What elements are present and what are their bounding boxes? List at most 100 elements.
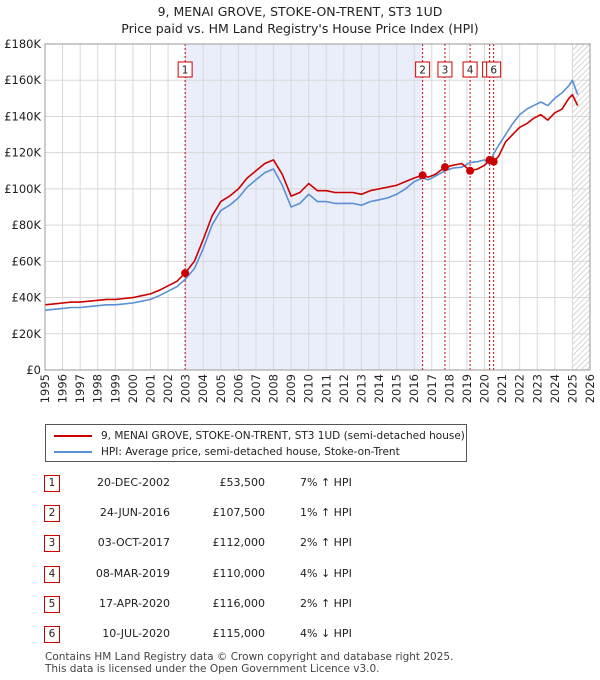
legend-item-property: 9, MENAI GROVE, STOKE-ON-TRENT, ST3 1UD …: [54, 429, 465, 443]
sale-label: 1: [177, 61, 193, 78]
x-tick-label: 1999: [108, 374, 122, 403]
x-tick-label: 2012: [337, 374, 351, 403]
legend-item-hpi: HPI: Average price, semi-detached house,…: [54, 445, 400, 459]
transaction-number: 1: [44, 475, 60, 492]
x-tick-label: 2002: [161, 374, 175, 403]
sale-label-box: [177, 61, 193, 78]
transaction-date: 03-OCT-2017: [97, 536, 170, 549]
y-tick-label: £40K: [12, 291, 42, 305]
plot-frame: [44, 43, 591, 371]
table-row: 1 20-DEC-2002 £53,500 7% ↑ HPI: [0, 473, 600, 493]
sale-point: [489, 157, 498, 166]
y-tick-label: £20K: [12, 327, 42, 341]
price-chart: 123456£0£20K£40K£60K£80K£100K£120K£140K£…: [4, 37, 597, 403]
sale-label-box: [486, 61, 502, 78]
transaction-hpi-diff: 2% ↑ HPI: [300, 536, 352, 549]
legend-label-property: 9, MENAI GROVE, STOKE-ON-TRENT, ST3 1UD …: [101, 430, 465, 442]
table-row: 4 08-MAR-2019 £110,000 4% ↓ HPI: [0, 564, 600, 584]
sale-label: 2: [415, 61, 431, 78]
x-tick-label: 2011: [319, 374, 333, 403]
transaction-hpi-diff: 1% ↑ HPI: [300, 506, 352, 519]
sale-label: 3: [437, 61, 453, 78]
x-tick-label: 2024: [548, 374, 562, 403]
x-tick-label: 2010: [302, 374, 316, 403]
sale-label-text: 6: [490, 65, 497, 77]
x-tick-label: 2014: [372, 374, 386, 403]
sale-label-box: [437, 61, 453, 78]
y-tick-label: £180K: [4, 37, 41, 51]
transaction-number: 2: [44, 505, 60, 522]
transaction-date: 17-APR-2020: [98, 597, 170, 610]
sale-label: 6: [486, 61, 502, 78]
transaction-number: 5: [44, 596, 60, 613]
y-tick-label: £0: [26, 363, 41, 377]
transaction-hpi-diff: 7% ↑ HPI: [300, 476, 352, 489]
x-tick-label: 2008: [267, 374, 281, 403]
transaction-price: £107,500: [212, 506, 266, 519]
legend-swatch-property: [54, 435, 92, 437]
x-tick-label: 2019: [460, 374, 474, 403]
sale-label-text: 2: [419, 65, 426, 77]
x-tick-label: 2020: [478, 374, 492, 403]
sale-point: [440, 163, 449, 172]
legend-label-hpi: HPI: Average price, semi-detached house,…: [101, 446, 400, 458]
sale-label-text: 3: [442, 65, 449, 77]
transaction-number: 6: [44, 626, 60, 643]
y-tick-label: £160K: [4, 73, 41, 87]
transaction-date: 24-JUN-2016: [99, 506, 170, 519]
sale-point: [418, 171, 427, 180]
x-tick-label: 2005: [214, 374, 228, 403]
y-tick-label: £100K: [4, 182, 41, 196]
transaction-hpi-diff: 4% ↓ HPI: [300, 567, 352, 580]
x-tick-label: 2009: [284, 374, 298, 403]
transaction-price: £115,000: [212, 627, 266, 640]
x-tick-label: 2026: [583, 374, 597, 403]
chart-subtitle: Price paid vs. HM Land Registry's House …: [121, 21, 479, 36]
x-tick-label: 2018: [442, 374, 456, 403]
table-row: 5 17-APR-2020 £116,000 2% ↑ HPI: [0, 594, 600, 614]
ownership-shade: [185, 44, 423, 370]
sale-label-text: 4: [467, 65, 474, 77]
transaction-number: 4: [44, 566, 60, 583]
hpi-line: [44, 79, 579, 311]
x-tick-label: 2000: [126, 374, 140, 403]
footer-license: This data is licensed under the Open Gov…: [45, 663, 380, 675]
transaction-date: 08-MAR-2019: [95, 567, 170, 580]
table-row: 6 10-JUL-2020 £115,000 4% ↓ HPI: [0, 624, 600, 644]
x-tick-label: 2015: [390, 374, 404, 403]
sale-label-box: [415, 61, 431, 78]
y-tick-label: £120K: [4, 146, 41, 160]
y-tick-label: £140K: [4, 109, 41, 123]
y-tick-label: £80K: [12, 218, 42, 232]
x-tick-label: 1997: [73, 374, 87, 403]
transaction-price: £116,000: [212, 597, 266, 610]
transaction-price: £53,500: [219, 476, 266, 489]
x-tick-label: 2003: [179, 374, 193, 403]
x-tick-label: 2016: [407, 374, 421, 403]
transaction-hpi-diff: 2% ↑ HPI: [300, 597, 352, 610]
x-tick-label: 1995: [38, 374, 52, 403]
chart-legend: 9, MENAI GROVE, STOKE-ON-TRENT, ST3 1UD …: [45, 424, 467, 462]
chart-title: 9, MENAI GROVE, STOKE-ON-TRENT, ST3 1UD: [157, 4, 443, 19]
x-tick-label: 2017: [425, 374, 439, 403]
transaction-date: 10-JUL-2020: [102, 627, 170, 640]
projection-hatch: [572, 44, 590, 370]
transaction-number: 3: [44, 535, 60, 552]
table-row: 3 03-OCT-2017 £112,000 2% ↑ HPI: [0, 533, 600, 553]
sale-label: 4: [462, 61, 478, 78]
sale-point: [466, 166, 475, 175]
sale-label-text: 1: [182, 65, 189, 77]
sale-point: [181, 269, 190, 278]
transaction-price: £110,000: [212, 567, 266, 580]
table-row: 2 24-JUN-2016 £107,500 1% ↑ HPI: [0, 503, 600, 523]
transaction-hpi-diff: 4% ↓ HPI: [300, 627, 352, 640]
x-tick-label: 2021: [495, 374, 509, 403]
transaction-date: 20-DEC-2002: [96, 476, 170, 489]
y-tick-label: £60K: [12, 254, 42, 268]
x-tick-label: 2025: [565, 374, 579, 403]
x-tick-label: 2022: [513, 374, 527, 403]
transaction-price: £112,000: [212, 536, 266, 549]
footer-copyright: Contains HM Land Registry data © Crown c…: [45, 651, 454, 663]
x-tick-label: 2001: [143, 374, 157, 403]
sale-label-box: [462, 61, 478, 78]
